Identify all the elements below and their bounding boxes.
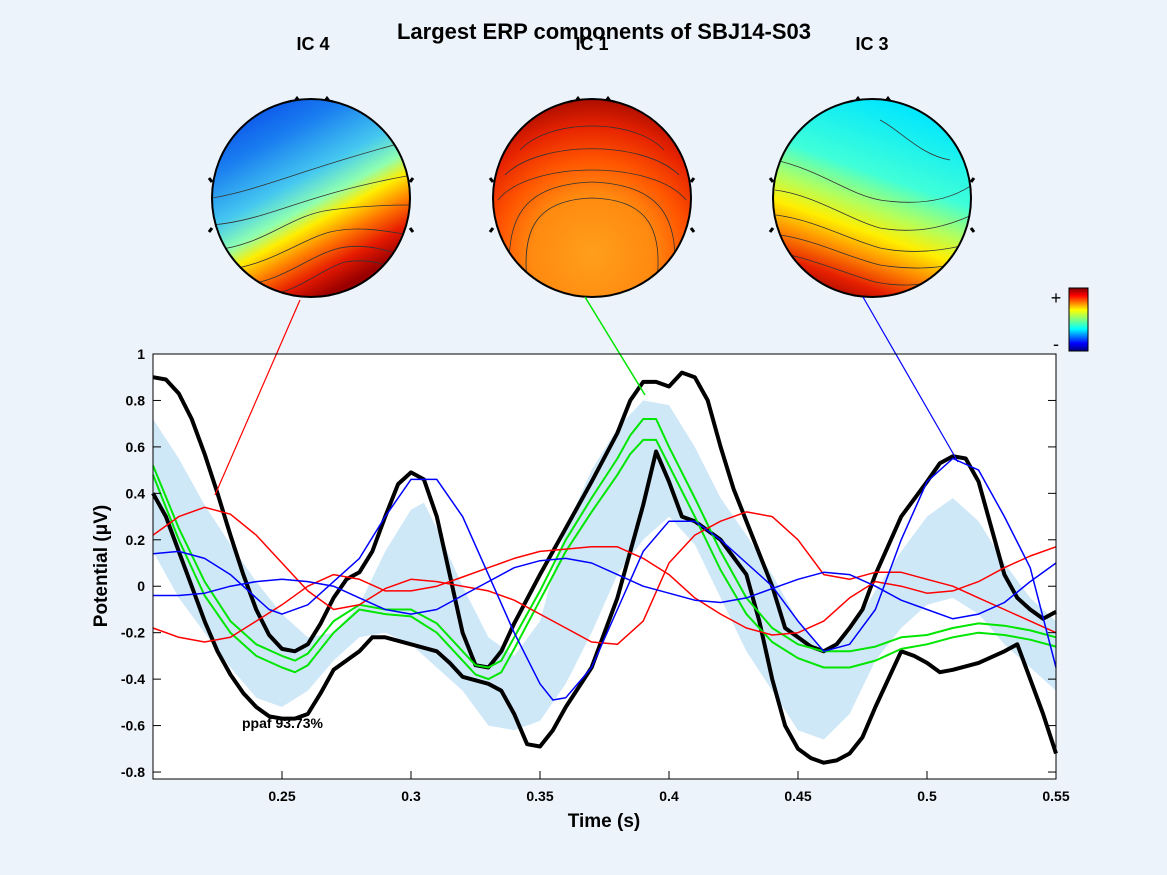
erp-axes: 0.25 0.3 0.35 0.4 0.45 0.5 0.55-0.8-0.6-0.4-0.… xyxy=(91,296,1070,832)
connector-line-ic4 xyxy=(214,299,301,496)
x-tick-label: 0.4 xyxy=(659,788,679,804)
topoplot-ic4: IC 4 xyxy=(207,34,415,298)
topoplot-ic3: IC 3 xyxy=(768,34,976,298)
topoplot-ic1: IC 1 xyxy=(488,34,696,298)
x-tick-label: 0.5 xyxy=(917,788,937,804)
x-tick-label: 0.35 xyxy=(526,788,553,804)
topoplot-label: IC 4 xyxy=(296,34,329,54)
y-tick-label: 0 xyxy=(137,578,145,594)
series-line-1 xyxy=(151,449,1058,765)
series-line-2 xyxy=(152,418,1057,669)
y-tick-label: 1 xyxy=(137,346,145,362)
colorbar: + - xyxy=(1051,287,1089,354)
y-tick-label: 0.6 xyxy=(126,439,146,455)
tick-layer: 0.25 0.3 0.35 0.4 0.45 0.5 0.55 -0.8 -0.6 -0.4 -0.… xyxy=(121,346,1070,804)
series-line-6 xyxy=(152,457,1057,701)
x-tick-label: 0.55 xyxy=(1042,788,1069,804)
head-outline xyxy=(492,98,692,298)
series-line-7 xyxy=(153,557,1057,620)
y-tick-label: -0.2 xyxy=(121,625,145,641)
y-tick-label: 0.2 xyxy=(126,532,146,548)
axes-frame xyxy=(152,353,1057,780)
x-axis-label: Time (s) xyxy=(568,811,641,832)
head-outline xyxy=(211,98,411,298)
component-connector-lines xyxy=(214,296,959,496)
x-tick-label: 0.3 xyxy=(401,788,421,804)
series-line-0 xyxy=(152,370,1057,670)
y-tick-label: 0.8 xyxy=(126,392,146,408)
y-tick-label: -0.6 xyxy=(121,718,145,734)
series-layer xyxy=(151,370,1058,765)
x-tick-label: 0.25 xyxy=(268,788,295,804)
colorbar-plus-label: + xyxy=(1051,288,1062,308)
connector-line-ic3 xyxy=(862,296,959,463)
envelope-band xyxy=(153,400,1056,740)
y-tick-label: 0.4 xyxy=(126,485,146,501)
connector-line-ic1 xyxy=(584,296,646,396)
y-axis-label: Potential (μV) xyxy=(91,505,112,627)
y-tick-label: -0.4 xyxy=(121,671,145,687)
y-tick-label: -0.8 xyxy=(121,764,145,780)
head-ear-icon xyxy=(488,177,696,233)
x-tick-label: 0.45 xyxy=(784,788,811,804)
colorbar-minus-label: - xyxy=(1053,334,1059,354)
figure-title: Largest ERP components of SBJ14-S03 xyxy=(397,19,811,44)
ppaf-annotation: ppaf 93.73% xyxy=(242,715,323,731)
head-outline xyxy=(772,98,972,298)
series-line-5 xyxy=(152,546,1057,643)
head-ear-icon xyxy=(207,177,415,233)
head-ear-icon xyxy=(768,177,976,233)
series-line-4 xyxy=(152,506,1057,646)
topoplot-label: IC 3 xyxy=(855,34,888,54)
series-line-3 xyxy=(152,438,1057,681)
topoplot-label: IC 1 xyxy=(575,34,608,54)
